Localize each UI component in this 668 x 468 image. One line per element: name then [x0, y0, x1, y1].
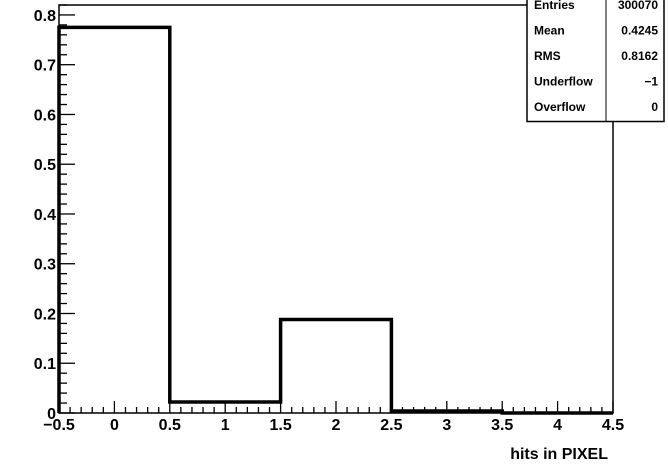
x-tick-label: 2: [332, 417, 341, 434]
y-tick-label: 0.1: [34, 356, 56, 373]
plot-frame: [58, 4, 614, 414]
x-tick-label: 1: [221, 417, 230, 434]
x-tick-label: 0: [110, 417, 119, 434]
histogram-line: [57, 25, 613, 415]
stats-label: Mean: [534, 23, 565, 37]
x-tick-label: 2.5: [380, 417, 402, 434]
x-tick-label: 3.5: [491, 417, 513, 434]
stats-value: −1: [644, 74, 658, 88]
stats-label: RMS: [534, 49, 561, 63]
x-tick-label: 4: [553, 417, 562, 434]
y-tick-label: 0.5: [34, 157, 56, 174]
stats-label: Entries: [534, 0, 575, 12]
x-axis-tick-labels: −0.5 0 0.5 1 1.5 2 2.5 3 3.5 4 4.5: [43, 417, 624, 434]
y-tick-label: 0.2: [34, 306, 56, 323]
y-tick-label: 0.7: [34, 58, 56, 75]
x-tick-label: −0.5: [43, 417, 75, 434]
x-tick-label: 4.5: [602, 417, 624, 434]
x-axis-title: hits in PIXEL: [510, 446, 608, 463]
y-axis-ticks: [59, 4, 75, 414]
y-tick-label: 0: [47, 406, 56, 423]
stats-label: Overflow: [534, 100, 586, 114]
stats-box-frame: [526, 0, 665, 123]
stats-label: Underflow: [534, 74, 593, 88]
y-tick-label: 0.6: [34, 107, 56, 124]
stats-value: 0.4245: [621, 23, 658, 37]
x-tick-label: 3: [442, 417, 451, 434]
y-axis-tick-labels: 0 0.1 0.2 0.3 0.4 0.5 0.6 0.7 0.8: [34, 8, 56, 423]
stats-value: 0: [651, 100, 658, 114]
x-tick-label: 1.5: [269, 417, 291, 434]
y-tick-label: 0.8: [34, 8, 56, 25]
stats-value: 300070: [618, 0, 658, 12]
x-axis-ticks: [58, 401, 614, 413]
stats-value: 0.8162: [621, 49, 658, 63]
y-tick-label: 0.3: [34, 257, 56, 274]
stats-box: Entries 300070 Mean 0.4245 RMS 0.8162 Underflo…: [526, 0, 665, 123]
y-tick-label: 0.4: [34, 207, 56, 224]
x-tick-label: 0.5: [159, 417, 181, 434]
